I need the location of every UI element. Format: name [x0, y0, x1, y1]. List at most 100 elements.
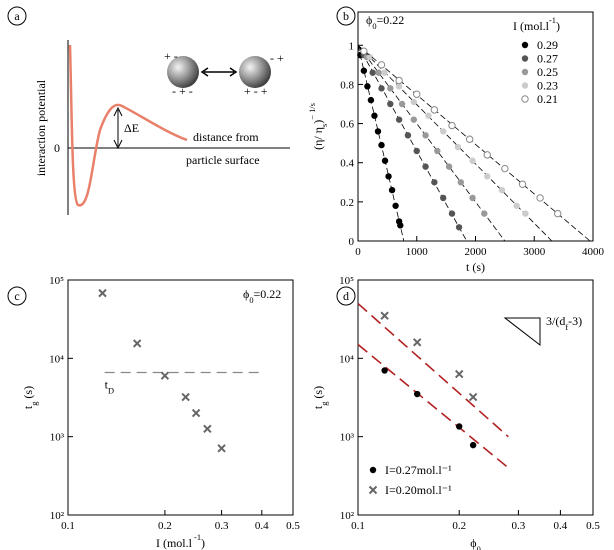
marker-cross: [380, 311, 389, 320]
fit-line: [357, 343, 509, 469]
annotation: ΔE: [124, 121, 139, 135]
legend-title-part: -1: [549, 16, 556, 25]
marker: [422, 132, 429, 139]
marker: [465, 135, 474, 143]
plot-frame: [67, 279, 294, 516]
y-label-part: ): [311, 120, 325, 124]
marker: [455, 369, 464, 379]
y-tick-label: 1: [349, 40, 355, 52]
marker: [381, 157, 389, 164]
slope-label-part: -3): [568, 314, 582, 328]
annotation: ϕ0=0.22: [366, 13, 404, 31]
marker: [217, 444, 226, 453]
annotation-part: =0.22: [254, 287, 282, 301]
legend-marker: [368, 485, 378, 495]
annotation-part: ϕ: [243, 287, 249, 301]
legend-label: 0.25: [537, 65, 558, 79]
marker: [395, 116, 403, 123]
marker: [375, 69, 382, 76]
x-tick-label: 0.2: [452, 520, 466, 532]
x-tick-label: 0: [355, 246, 361, 258]
marker: [439, 128, 447, 135]
y-tick-label: 10²: [50, 510, 65, 522]
y-label-part: (η/ η: [311, 127, 325, 150]
legend-marker: [369, 466, 377, 474]
x-label: distance from: [193, 130, 259, 144]
marker: [455, 224, 463, 231]
annotation-part: =0.22: [377, 13, 405, 27]
marker: [469, 194, 476, 202]
marker: [412, 338, 422, 347]
legend-marker: [521, 82, 529, 89]
y-label: interaction potential: [34, 79, 48, 176]
y-tick-label: 0.8: [340, 79, 354, 91]
marker: [425, 112, 432, 119]
legend-title: I (mol.l-1): [513, 16, 560, 33]
x-tick-label: 0.2: [158, 520, 172, 532]
marker: [191, 408, 201, 418]
marker-cross: [412, 338, 422, 347]
x-label-part: 0: [477, 545, 481, 550]
marker: [434, 147, 441, 155]
marker: [385, 173, 392, 180]
y-tick-label: 0.4: [340, 158, 354, 170]
y-tick-label: 0.2: [340, 197, 354, 209]
marker: [404, 132, 412, 139]
marker: [454, 143, 462, 151]
marker-cross: [368, 485, 378, 495]
marker: [378, 85, 385, 92]
legend-label: 0.27: [537, 52, 558, 66]
plot-frame: [357, 279, 594, 516]
annotation-part: ϕ: [366, 13, 372, 27]
marker: [369, 69, 376, 76]
x-tick-label: 0.5: [586, 520, 600, 532]
fit-line: [357, 302, 509, 438]
marker-cross: [468, 392, 478, 402]
legend-label: 0.21: [537, 92, 558, 106]
legend-title-part: I (mol.l: [513, 19, 550, 33]
marker: [377, 61, 386, 69]
x-tick-label: 2000: [465, 246, 488, 258]
reference-label-part: t: [105, 377, 109, 391]
x-label: t (s): [466, 260, 485, 274]
marker: [522, 210, 529, 217]
charge: + - +: [244, 84, 268, 98]
legend-label: I=0.20mol.l⁻¹: [385, 483, 452, 497]
marker: [366, 53, 373, 61]
y-label: tg (s): [21, 386, 39, 409]
marker: [371, 112, 378, 119]
marker: [132, 339, 142, 348]
x-tick-label: 0.4: [554, 520, 568, 532]
marker: [381, 367, 388, 374]
marker: [430, 106, 439, 114]
marker: [445, 163, 453, 170]
particle: [239, 56, 271, 88]
charge: - +: [270, 51, 284, 65]
marker: [483, 151, 491, 159]
marker: [513, 202, 520, 209]
marker: [381, 69, 388, 76]
x-label-part: I (mol.l: [156, 536, 193, 550]
y-label-part: (s): [21, 386, 35, 402]
marker: [395, 76, 403, 85]
y-tick-label: 0: [349, 236, 355, 248]
x-tick-label: 0.3: [215, 520, 229, 532]
x-label-part: ϕ: [470, 536, 476, 550]
y-tick-label: 10³: [50, 432, 65, 444]
x-tick-label: 0.1: [61, 520, 75, 532]
y-tick-label: 10⁴: [49, 353, 64, 365]
annotation-part: 0: [249, 296, 253, 305]
y-tick-label: 10⁴: [339, 353, 354, 365]
arrow: [113, 106, 123, 150]
marker: [518, 180, 527, 188]
legend-label: 0.29: [537, 38, 558, 52]
marker: [481, 210, 488, 217]
marker: [98, 288, 107, 298]
y-label: tg (s): [311, 386, 329, 409]
legend-label: 0.23: [537, 79, 558, 93]
slope-triangle: [503, 317, 541, 347]
marker: [160, 371, 170, 380]
panel-label: b: [343, 9, 349, 23]
marker-cross: [203, 424, 212, 434]
